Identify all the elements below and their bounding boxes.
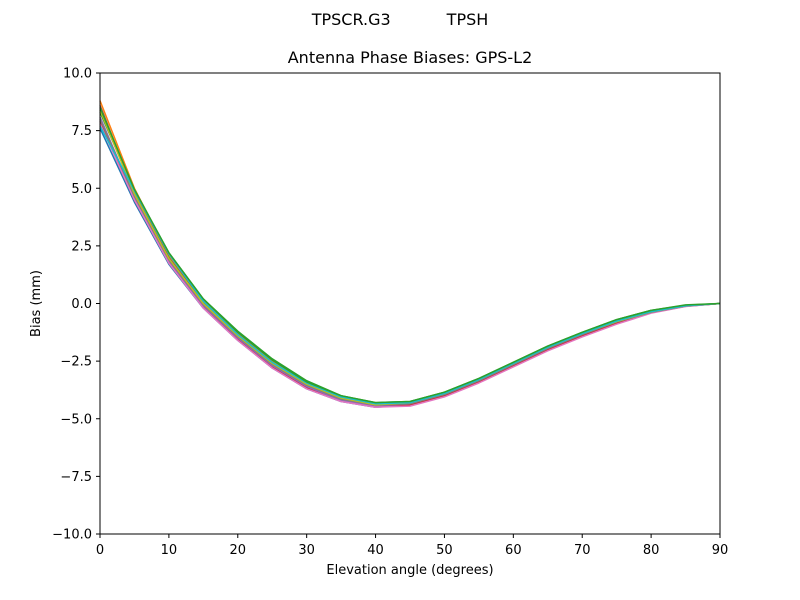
x-tick-label: 90 [712, 543, 729, 558]
x-tick-label: 60 [505, 543, 522, 558]
x-tick-label: 40 [367, 543, 384, 558]
y-axis: 10.0 7.5 5.0 2.5 0.0 −2.5 −5.0 −7.5 −10.0 [52, 67, 100, 543]
y-tick-label: −7.5 [60, 470, 92, 485]
y-tick-label: 5.0 [71, 182, 92, 197]
series-line-azimuth-10 [99, 125, 721, 405]
x-tick-label: 20 [230, 543, 247, 558]
y-tick-label: −5.0 [60, 412, 92, 427]
data-series-group [99, 100, 721, 408]
series-line-azimuth-7 [99, 123, 721, 408]
x-tick-label: 10 [161, 543, 178, 558]
series-line-azimuth-2 [99, 100, 721, 405]
y-tick-label: 10.0 [63, 67, 92, 82]
plot-area-frame [99, 72, 721, 535]
series-line-azimuth-8 [99, 118, 721, 406]
x-tick-label: 30 [298, 543, 315, 558]
series-line-azimuth-1 [99, 127, 721, 408]
chart-title: Antenna Phase Biases: GPS-L2 [287, 48, 533, 67]
series-line-azimuth-3 [99, 111, 721, 404]
y-tick-label: −2.5 [60, 355, 92, 370]
series-line-azimuth-11 [99, 107, 721, 404]
x-axis: 0 10 20 30 40 50 60 70 80 90 [96, 534, 728, 558]
x-tick-label: 50 [436, 543, 453, 558]
figure-suptitle: TPSCR.G3 TPSH [0, 10, 800, 29]
x-axis-label: Elevation angle (degrees) [326, 563, 493, 578]
x-tick-label: 0 [96, 543, 104, 558]
series-line-azimuth-6 [99, 105, 721, 406]
suptitle-antenna: TPSCR.G3 [311, 10, 391, 29]
y-tick-label: −10.0 [52, 528, 92, 543]
x-tick-label: 80 [643, 543, 660, 558]
suptitle-radome: TPSH [446, 10, 489, 29]
y-axis-label: Bias (mm) [29, 270, 44, 337]
x-tick-label: 70 [574, 543, 591, 558]
series-line-azimuth-4 [99, 121, 721, 407]
y-tick-label: 2.5 [71, 239, 92, 254]
series-line-azimuth-5 [99, 116, 721, 407]
y-tick-label: 7.5 [71, 124, 92, 139]
series-line-azimuth-9 [99, 109, 721, 406]
y-tick-label: 0.0 [71, 297, 92, 312]
